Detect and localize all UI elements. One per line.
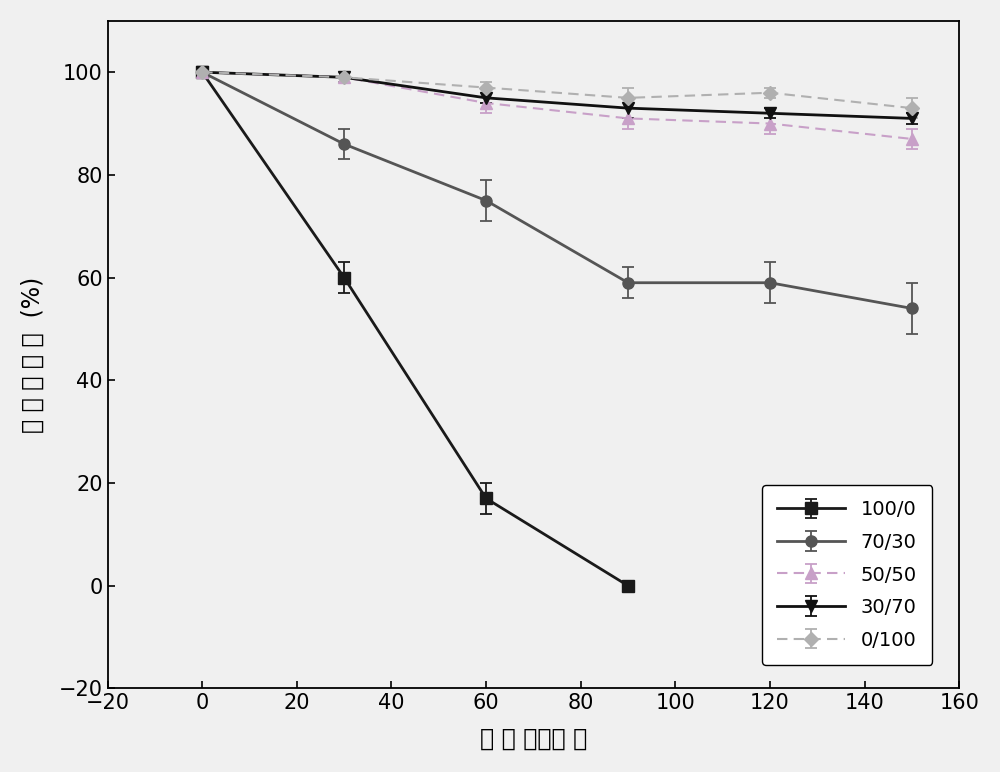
Y-axis label: 剩 余 重 量 率  (%): 剩 余 重 量 率 (%) [21, 276, 45, 433]
Legend: 100/0, 70/30, 50/50, 30/70, 0/100: 100/0, 70/30, 50/50, 30/70, 0/100 [762, 485, 932, 665]
X-axis label: 时 间 （分钟 ）: 时 间 （分钟 ） [480, 727, 587, 751]
